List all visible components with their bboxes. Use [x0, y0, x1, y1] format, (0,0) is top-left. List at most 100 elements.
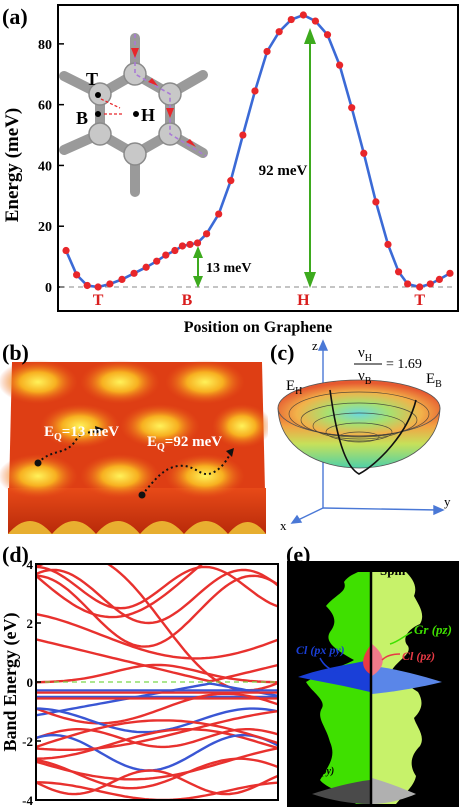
- band-line: [36, 638, 278, 683]
- band-line: [36, 728, 278, 749]
- energy-point: [130, 269, 138, 277]
- svg-text:νB: νB: [358, 368, 372, 387]
- band-line: [36, 719, 278, 749]
- site-T-dot: [95, 92, 101, 98]
- energy-point: [323, 31, 332, 39]
- surface-peak: [80, 360, 160, 404]
- inset-label-H: H: [141, 105, 155, 125]
- y-tick-label: 20: [38, 220, 52, 235]
- energy-point: [360, 149, 368, 157]
- x-axis-title: Position on Graphene: [184, 319, 332, 336]
- energy-point: [106, 280, 114, 288]
- band-line: [36, 757, 278, 790]
- cl-pxpy-label: Cl (px py): [296, 643, 345, 657]
- energy-point: [73, 271, 81, 279]
- energy-point: [372, 198, 380, 206]
- band-line: [36, 568, 278, 625]
- energy-point: [263, 47, 271, 56]
- axis-z-label: z: [312, 338, 318, 353]
- band-line: [36, 564, 205, 619]
- energy-point: [162, 251, 170, 259]
- axis-x-label: x: [280, 518, 287, 533]
- site-label-T: T: [93, 292, 104, 309]
- graphene-lattice-inset: T B H: [59, 33, 208, 197]
- energy-point: [94, 283, 102, 291]
- label-13mev: 13 meV: [206, 261, 252, 276]
- eq-13mev-label: EQ=13 meV: [44, 424, 119, 443]
- panel-c-label: (c): [270, 340, 294, 365]
- energy-point: [299, 11, 307, 19]
- y-tick-label: 4: [27, 557, 34, 572]
- eq-92mev-label: EQ=92 meV: [147, 434, 222, 453]
- panel-d-label: (d): [2, 542, 29, 567]
- energy-point: [227, 177, 235, 185]
- surface-peak: [0, 360, 78, 404]
- band-line: [36, 710, 278, 751]
- site-B-dot: [95, 111, 101, 117]
- frequency-ratio: νH νB = 1.69: [354, 345, 422, 387]
- band-axis-title: Band Energy (eV): [0, 612, 21, 751]
- surface-peaks: [0, 360, 268, 498]
- energy-point: [186, 240, 194, 249]
- path-92mev: [138, 448, 234, 499]
- y-tick-label: 60: [38, 99, 52, 114]
- energy-point: [142, 263, 150, 271]
- label-92mev: 92 meV: [259, 163, 308, 179]
- band-line: [36, 769, 278, 796]
- energy-point: [446, 269, 454, 277]
- site-H-dot: [133, 111, 139, 117]
- axis-y-label: y: [444, 494, 451, 509]
- svg-text:= 1.69: = 1.69: [386, 357, 422, 372]
- energy-point: [348, 104, 356, 112]
- y-tick-label: 0: [45, 281, 52, 296]
- energy-point: [83, 281, 91, 290]
- energy-point: [178, 242, 187, 250]
- surface-peak: [165, 360, 245, 404]
- surface-peak: [212, 404, 268, 448]
- energy-point: [404, 280, 412, 288]
- panel-d: (d) -4 -2 0 2 4 Band Energy (eV): [0, 542, 279, 808]
- energy-curve: [62, 11, 454, 291]
- band-line: [36, 612, 278, 660]
- site-label-H: H: [297, 292, 310, 309]
- energy-point: [416, 283, 424, 291]
- energy-point: [435, 275, 443, 284]
- energy-point: [336, 61, 344, 69]
- band-lines: [36, 564, 278, 800]
- energy-point: [311, 17, 320, 25]
- energy-point: [394, 268, 403, 276]
- energy-point: [287, 15, 295, 24]
- inset-label-B: B: [76, 108, 88, 128]
- panel-e: (e) Spin Up Spin Down Gr (pz) Cl (px py)…: [286, 542, 459, 807]
- spin-up-label: Spin Up: [304, 563, 349, 578]
- y-tick-label: 40: [38, 159, 52, 174]
- energy-point: [384, 240, 392, 249]
- panel-c: (c) z y x EH EB νH νB = 1.69: [270, 338, 451, 533]
- panel-a: (a) 0 20 40 60 80 Energy (meV) Position on G…: [2, 4, 459, 336]
- energy-point: [153, 257, 161, 265]
- y-tick-label: -4: [22, 793, 33, 808]
- label-EB: EB: [426, 371, 442, 390]
- y-tick-label: -2: [22, 734, 33, 749]
- spin-down-label: Spin Down: [380, 563, 442, 578]
- y-axis-ticks: 0 20 40 60 80: [38, 38, 64, 296]
- inset-label-T: T: [86, 69, 98, 89]
- path-13mev: [34, 426, 104, 467]
- dos-plot: [287, 561, 459, 807]
- energy-point: [203, 230, 211, 238]
- surface-peak: [165, 454, 245, 498]
- arrow-13mev: [193, 246, 203, 288]
- gr-pz-label: Gr (pz): [414, 622, 452, 637]
- panel-b-label: (b): [2, 340, 29, 365]
- site-label-T: T: [414, 292, 425, 309]
- y-tick-label: 80: [38, 38, 52, 53]
- band-line: [36, 565, 278, 610]
- plot-a-frame: [57, 4, 459, 312]
- y-axis-title: Energy (meV): [2, 108, 23, 223]
- energy-point: [275, 28, 283, 36]
- arrow-92mev: [304, 28, 316, 288]
- energy-point: [171, 246, 179, 255]
- band-line: [36, 574, 278, 648]
- band-line: [36, 747, 278, 781]
